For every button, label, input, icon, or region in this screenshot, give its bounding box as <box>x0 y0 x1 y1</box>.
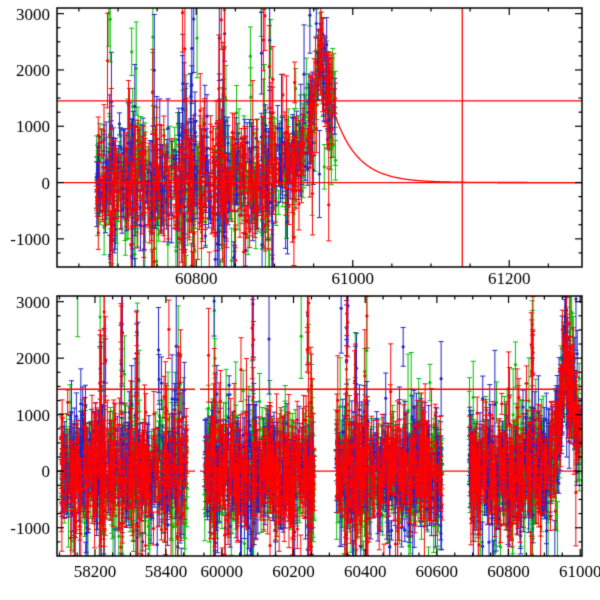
light-curve-plot-canvas <box>0 0 600 600</box>
light-curve-figure <box>0 0 600 600</box>
